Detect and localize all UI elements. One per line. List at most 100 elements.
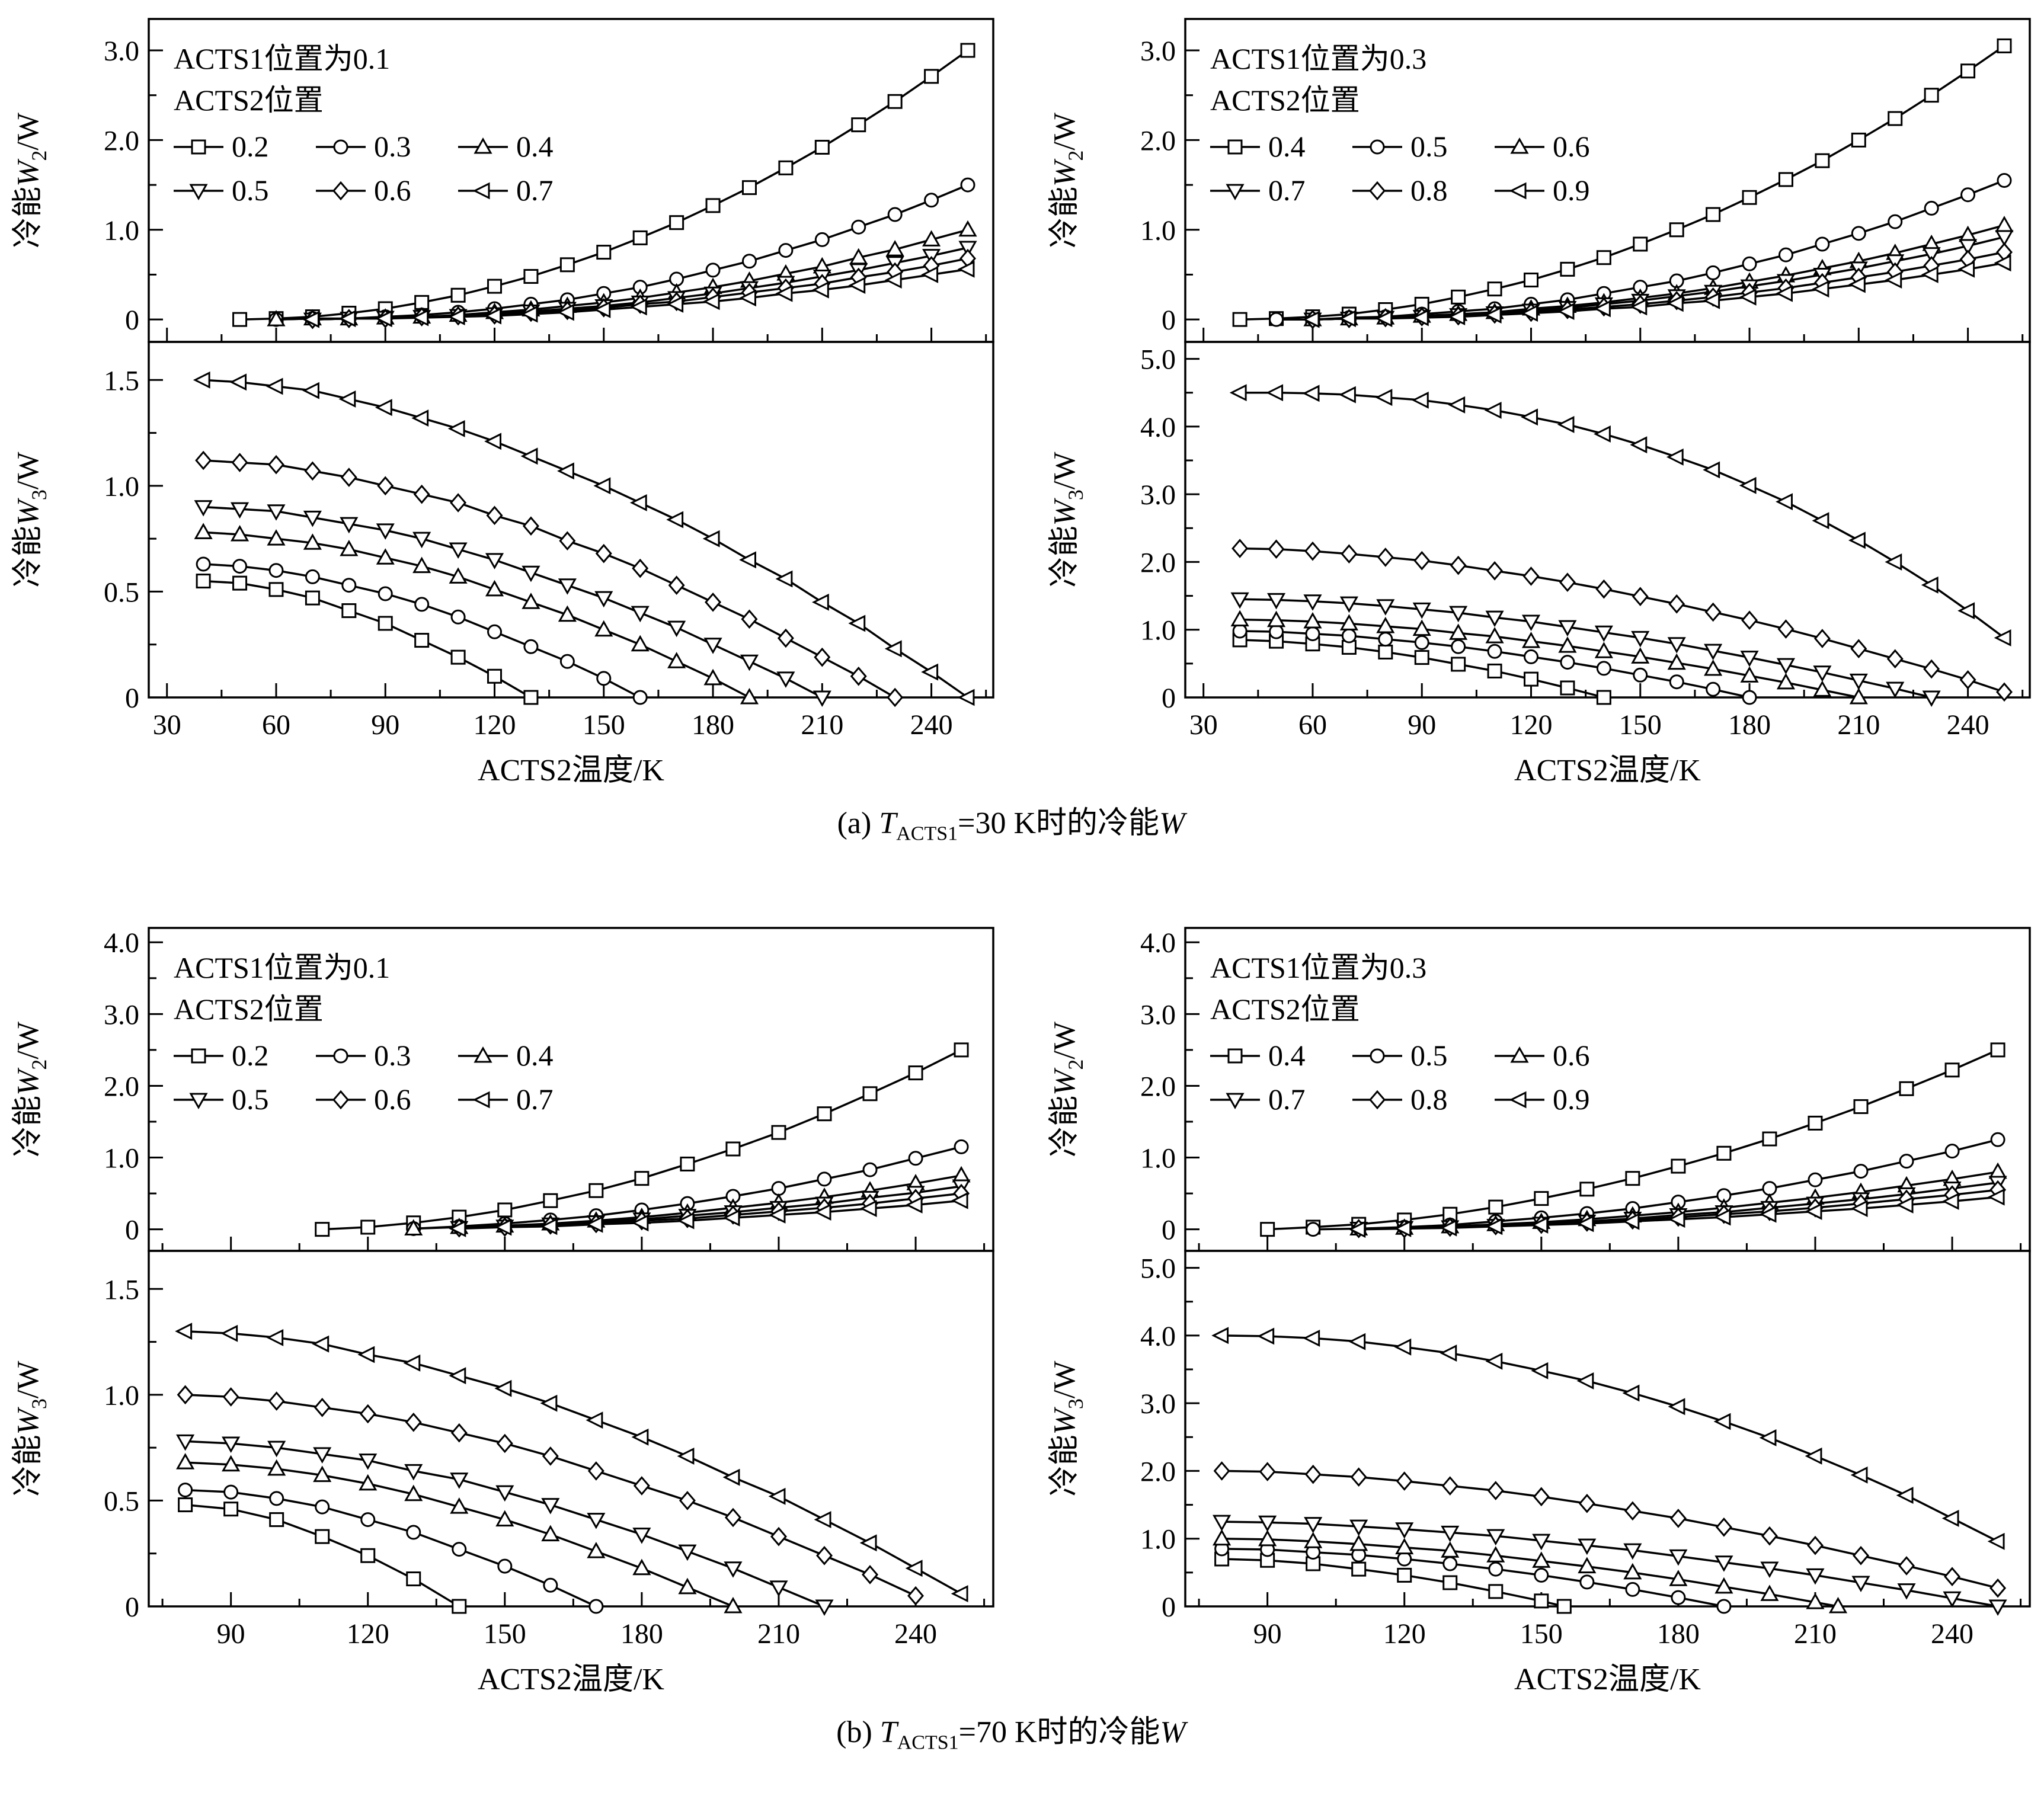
- triangle-down-marker-icon: [1851, 1576, 1870, 1593]
- diamond-marker-icon: [668, 575, 685, 596]
- circle-marker-icon: [1997, 173, 2012, 188]
- diamond-marker-icon: [724, 1508, 741, 1528]
- y-axis-title: 冷能W2/W: [11, 113, 51, 248]
- square-marker-icon: [960, 43, 975, 58]
- square-marker-icon: [1596, 250, 1611, 265]
- triangle-left-marker-icon: [357, 1346, 375, 1363]
- square-marker-icon: [596, 245, 612, 260]
- triangle-up-marker-icon: [1776, 673, 1796, 690]
- triangle-left-marker-icon: [586, 1411, 603, 1429]
- y-axis-title: 冷能W2/W: [11, 1022, 51, 1157]
- x-tick-label: 150: [1520, 1618, 1563, 1650]
- triangle-down-marker-icon: [303, 510, 322, 527]
- diamond-marker-icon: [862, 1565, 879, 1585]
- diamond-marker-icon: [1578, 1494, 1595, 1513]
- series-b-left-W3-0.6: [177, 1385, 925, 1606]
- triangle-up-marker-icon: [1412, 619, 1431, 636]
- diamond-marker-icon: [1304, 541, 1321, 561]
- panel-border: [148, 341, 994, 699]
- triangle-down-marker-icon: [1339, 596, 1358, 613]
- triangle-down-marker-icon: [1395, 1522, 1414, 1539]
- legend-label: 0.4: [1268, 1039, 1306, 1072]
- diamond-marker-icon: [359, 1404, 376, 1424]
- chart-svg-a-left: 0 1.0 2.0 3.0 冷能W2/W ACTS1位置为0.1 ACTS2位置 0.2 0.3…: [11, 18, 994, 787]
- circle-marker-icon: [817, 1171, 832, 1187]
- circle-marker-icon: [924, 193, 939, 208]
- series-b-right-W3-0.7: [1213, 1515, 2007, 1616]
- legend-entry-0.3: 0.3: [316, 1039, 411, 1072]
- triangle-left-marker-icon: [631, 1214, 649, 1232]
- triangle-down-marker-icon: [678, 1545, 697, 1561]
- triangle-left-marker-icon: [1759, 1206, 1777, 1224]
- series-b-right-W3-0.8: [1213, 1461, 2007, 1598]
- triangle-up-marker-icon: [1521, 632, 1541, 648]
- legend-subtitle: ACTS2位置: [174, 993, 324, 1026]
- triangle-left-marker-icon: [811, 593, 829, 611]
- square-marker-icon: [360, 1548, 376, 1564]
- square-marker-icon: [559, 257, 575, 273]
- legend-b-right: ACTS1位置为0.3 ACTS2位置 0.4 0.5 0.6 0.7 0.8 0.9: [1210, 951, 1590, 1116]
- triangle-left-marker-icon: [921, 266, 939, 283]
- legend-title: ACTS1位置为0.3: [1210, 42, 1426, 75]
- circle-marker-icon: [1762, 1181, 1777, 1196]
- triangle-left-marker-icon: [666, 511, 684, 529]
- square-marker-icon: [487, 668, 503, 684]
- x-axis-title: ACTS2温度/K: [478, 1663, 664, 1696]
- triangle-up-marker-icon: [1441, 1541, 1460, 1558]
- triangle-up-marker-icon: [1486, 1546, 1505, 1563]
- diamond-marker-icon: [1268, 539, 1285, 559]
- triangle-left-marker-icon: [1921, 576, 1939, 594]
- diamond-marker-icon: [679, 1491, 696, 1511]
- triangle-down-marker-icon: [1485, 610, 1504, 628]
- circle-marker-icon: [1990, 1132, 2005, 1148]
- triangle-left-marker-icon: [1229, 384, 1247, 402]
- legend-entry-0.7: 0.7: [458, 1083, 554, 1116]
- y-axis-title: 冷能W2/W: [1048, 1022, 1087, 1157]
- series-line: [203, 505, 823, 699]
- square-marker-icon: [1232, 312, 1247, 327]
- triangle-up-marker-icon: [1669, 1570, 1688, 1587]
- diamond-marker-icon: [1559, 572, 1576, 593]
- triangle-left-marker-icon: [175, 1323, 193, 1340]
- triangle-down-marker-icon: [815, 1599, 834, 1616]
- circle-marker-icon: [450, 609, 466, 625]
- series-b-left-W3-0.3: [178, 1483, 604, 1614]
- diamond-marker-icon: [1231, 539, 1249, 558]
- triangle-down-marker-icon: [1230, 592, 1249, 609]
- square-marker-icon: [1625, 1171, 1640, 1186]
- y-tick-label: 0.5: [104, 1486, 139, 1518]
- triangle-up-marker-icon: [1532, 1551, 1551, 1568]
- legend-label: 0.7: [516, 1083, 554, 1116]
- square-marker-icon: [543, 1193, 558, 1209]
- diamond-marker-icon: [1704, 602, 1722, 622]
- x-tick-label: 90: [1408, 709, 1436, 741]
- triangle-down-marker-icon: [541, 1498, 560, 1515]
- triangle-left-marker-icon: [905, 1196, 923, 1214]
- caption-a-text: =30 K时的冷能: [958, 806, 1160, 840]
- x-tick-label: 240: [1947, 709, 1989, 741]
- triangle-left-marker-icon: [1448, 396, 1466, 414]
- square-marker-icon: [1487, 663, 1502, 678]
- triangle-left-marker-icon: [1339, 310, 1356, 328]
- circle-marker-icon: [1524, 649, 1539, 664]
- triangle-down-marker-icon: [449, 542, 468, 559]
- y-axis-title: 冷能W3/W: [1048, 1361, 1087, 1497]
- legend-label: 0.7: [1268, 1083, 1306, 1116]
- circle-marker-icon: [1370, 139, 1385, 155]
- circle-marker-icon: [705, 262, 721, 278]
- series-b-left-W3-0.2: [178, 1497, 467, 1614]
- triangle-up-marker-icon: [176, 1453, 195, 1470]
- panel-border: [1184, 1250, 2031, 1608]
- triangle-up-marker-icon: [303, 533, 322, 550]
- circle-marker-icon: [1397, 1551, 1412, 1567]
- triangle-down-marker-icon: [222, 1436, 241, 1454]
- series-b-left-W2-0.7: [449, 1192, 968, 1238]
- triangle-down-marker-icon: [1486, 1529, 1505, 1546]
- series-a-right-W3-0.8: [1231, 539, 2013, 702]
- y-tick-label: 3.0: [1140, 479, 1176, 511]
- triangle-down-marker-icon: [813, 690, 831, 707]
- x-tick-label: 120: [1383, 1618, 1426, 1650]
- y-tick-label: 1.0: [104, 1380, 139, 1411]
- triangle-left-marker-icon: [677, 1448, 695, 1465]
- triangle-left-marker-icon: [1211, 1327, 1229, 1344]
